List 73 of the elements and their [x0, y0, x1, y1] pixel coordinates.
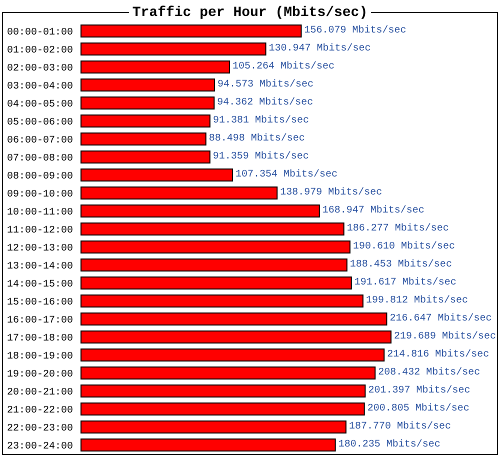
y-tick-label: 16:00-17:00 [6, 316, 73, 327]
bar [80, 402, 365, 416]
y-tick-label: 01:00-02:00 [6, 46, 73, 57]
data-label: 138.979 Mbits/sec [280, 186, 382, 198]
bar [80, 78, 215, 92]
data-label: 208.432 Mbits/sec [378, 366, 480, 378]
bar [80, 420, 346, 434]
data-label: 156.079 Mbits/sec [304, 24, 406, 36]
bar [80, 348, 385, 362]
data-label: 130.947 Mbits/sec [268, 42, 371, 54]
data-label: 105.264 Mbits/sec [232, 60, 335, 72]
bar [80, 366, 376, 380]
data-label: 168.947 Mbits/sec [322, 204, 424, 216]
y-tick-label: 03:00-04:00 [6, 82, 73, 93]
bar [80, 60, 230, 74]
data-label: 186.277 Mbits/sec [346, 222, 449, 234]
bar [80, 168, 233, 182]
y-tick-label: 07:00-08:00 [6, 154, 73, 165]
bar [80, 438, 336, 452]
y-tick-label: 19:00-20:00 [6, 370, 73, 381]
data-label: 199.812 Mbits/sec [366, 294, 468, 306]
data-label: 180.235 Mbits/sec [338, 438, 440, 450]
bar [80, 222, 344, 236]
y-tick-label: 02:00-03:00 [6, 64, 73, 75]
y-tick-label: 00:00-01:00 [6, 28, 73, 39]
data-label: 201.397 Mbits/sec [368, 384, 470, 396]
data-label: 107.354 Mbits/sec [235, 168, 338, 180]
y-tick-label: 10:00-11:00 [6, 208, 73, 219]
y-tick-label: 06:00-07:00 [6, 136, 73, 147]
data-label: 214.816 Mbits/sec [387, 348, 490, 360]
bar [80, 258, 348, 272]
y-tick-label: 23:00-24:00 [6, 442, 73, 453]
data-label: 200.805 Mbits/sec [367, 402, 470, 414]
data-label: 187.770 Mbits/sec [348, 420, 451, 432]
data-label: 188.453 Mbits/sec [350, 258, 452, 270]
y-tick-label: 14:00-15:00 [6, 280, 73, 291]
bar [80, 330, 392, 344]
y-tick-label: 18:00-19:00 [6, 352, 73, 363]
bar [80, 150, 210, 164]
data-label: 191.617 Mbits/sec [354, 276, 456, 288]
data-label: 94.362 Mbits/sec [217, 96, 314, 108]
y-tick-label: 04:00-05:00 [6, 100, 73, 111]
bar [80, 186, 278, 200]
data-label: 94.573 Mbits/sec [217, 78, 314, 90]
bar [80, 294, 364, 308]
y-tick-label: 05:00-06:00 [6, 118, 73, 129]
bar [80, 384, 366, 398]
y-tick-label: 22:00-23:00 [6, 424, 73, 435]
chart-title: Traffic per Hour (Mbits/sec) [129, 5, 371, 21]
bar [80, 132, 206, 146]
bar [80, 96, 215, 110]
data-label: 190.610 Mbits/sec [352, 240, 455, 252]
bar [80, 240, 350, 254]
y-tick-label: 13:00-14:00 [6, 262, 73, 273]
bar [80, 24, 302, 38]
bar [80, 114, 210, 128]
data-label: 216.647 Mbits/sec [390, 312, 492, 324]
bar [80, 42, 266, 56]
data-label: 91.381 Mbits/sec [212, 114, 309, 126]
data-label: 91.359 Mbits/sec [212, 150, 309, 162]
y-tick-label: 20:00-21:00 [6, 388, 73, 399]
bar [80, 204, 320, 218]
y-tick-label: 12:00-13:00 [6, 244, 73, 255]
y-tick-label: 08:00-09:00 [6, 172, 73, 183]
data-label: 219.689 Mbits/sec [394, 330, 496, 342]
data-label: 88.498 Mbits/sec [208, 132, 305, 144]
y-tick-label: 15:00-16:00 [6, 298, 73, 309]
y-tick-label: 09:00-10:00 [6, 190, 73, 201]
y-tick-label: 17:00-18:00 [6, 334, 73, 345]
y-tick-label: 11:00-12:00 [6, 226, 73, 237]
bar [80, 276, 352, 290]
bar [80, 312, 388, 326]
y-tick-label: 21:00-22:00 [6, 406, 73, 417]
